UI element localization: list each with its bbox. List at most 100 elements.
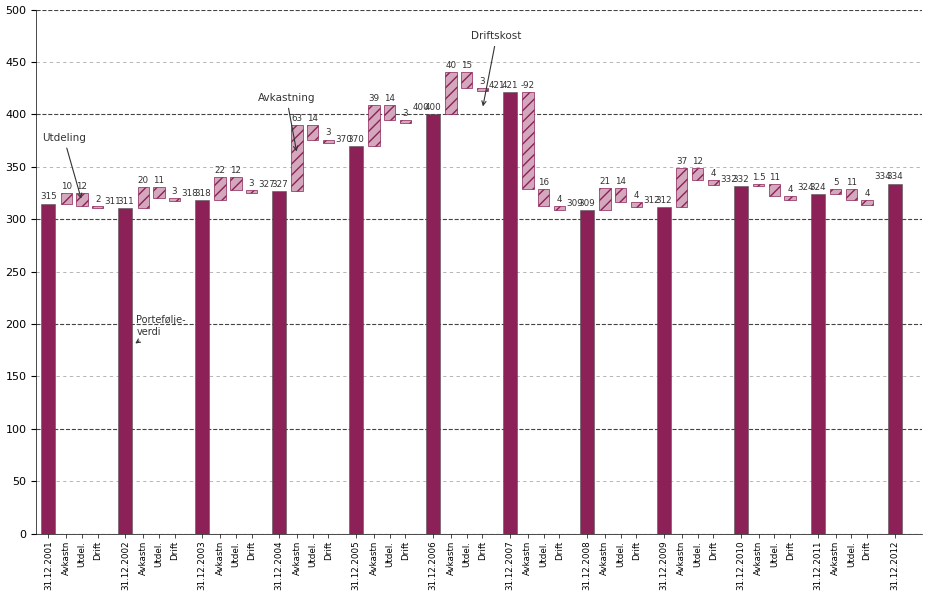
Bar [349, 146, 362, 534]
Bar [502, 92, 516, 534]
Text: 327: 327 [258, 180, 274, 189]
Text: 14: 14 [384, 94, 395, 103]
Bar [733, 186, 747, 534]
Text: 37: 37 [676, 157, 687, 166]
Text: 334: 334 [873, 172, 890, 182]
Bar [887, 184, 901, 534]
Text: 10: 10 [60, 182, 71, 191]
Bar [169, 198, 180, 201]
Bar [291, 125, 302, 191]
Text: 4: 4 [710, 169, 715, 178]
Text: 318: 318 [181, 190, 197, 198]
Bar [656, 207, 670, 534]
Text: 16: 16 [538, 178, 549, 187]
Text: 370: 370 [335, 135, 351, 144]
Text: 4: 4 [786, 185, 792, 194]
Text: 15: 15 [461, 61, 472, 70]
Bar [137, 187, 148, 207]
Bar [844, 189, 857, 200]
Text: 2: 2 [95, 194, 100, 203]
Text: 315: 315 [40, 193, 57, 201]
Bar [400, 120, 411, 123]
Bar [615, 188, 626, 203]
Text: 4: 4 [863, 190, 869, 198]
Text: 63: 63 [291, 114, 302, 123]
Text: 324: 324 [808, 183, 825, 192]
Text: 21: 21 [599, 176, 610, 186]
Text: Avkastning: Avkastning [258, 93, 315, 150]
Bar [214, 177, 225, 200]
Bar [92, 206, 103, 207]
Text: Utdeling: Utdeling [42, 132, 85, 197]
Bar [783, 195, 795, 200]
Text: 3: 3 [248, 179, 254, 188]
Text: 421: 421 [502, 81, 518, 90]
Text: 312: 312 [642, 195, 659, 204]
Text: 4: 4 [556, 194, 562, 203]
Bar [272, 191, 286, 534]
Bar [579, 210, 593, 534]
Bar [599, 188, 610, 210]
Text: 4: 4 [633, 191, 639, 200]
Text: 11: 11 [153, 176, 164, 185]
Text: -92: -92 [520, 81, 534, 90]
Text: 40: 40 [445, 61, 456, 70]
Bar [676, 168, 687, 207]
Text: 11: 11 [768, 173, 779, 182]
Bar [630, 203, 641, 207]
Bar [753, 184, 764, 186]
Text: 3: 3 [479, 77, 485, 86]
Bar [60, 193, 72, 203]
Text: 332: 332 [731, 175, 748, 184]
Bar [323, 139, 334, 142]
Text: 12: 12 [230, 166, 241, 175]
Bar [445, 73, 456, 114]
Bar [118, 207, 133, 534]
Text: 39: 39 [368, 94, 379, 103]
Bar [230, 177, 241, 190]
Bar [553, 206, 565, 210]
Text: 3: 3 [402, 108, 408, 117]
Bar [195, 200, 210, 534]
Text: 1.5: 1.5 [751, 173, 765, 182]
Text: 332: 332 [719, 175, 736, 184]
Bar [246, 190, 257, 193]
Text: 400: 400 [425, 103, 441, 112]
Bar [860, 200, 871, 204]
Text: 12: 12 [692, 157, 703, 166]
Text: Driftskost: Driftskost [471, 31, 521, 105]
Bar [368, 105, 379, 146]
Text: 14: 14 [615, 176, 626, 186]
Text: 3: 3 [171, 187, 177, 196]
Text: 11: 11 [845, 178, 856, 187]
Bar [768, 184, 780, 195]
Text: 370: 370 [348, 135, 364, 144]
Bar [692, 168, 703, 181]
Text: 311: 311 [105, 197, 121, 206]
Bar [42, 203, 56, 534]
Bar [425, 114, 439, 534]
Text: Portefølje-
verdi: Portefølje- verdi [136, 315, 185, 343]
Text: 312: 312 [654, 195, 671, 204]
Bar [810, 194, 824, 534]
Text: 309: 309 [565, 198, 582, 207]
Text: 14: 14 [307, 114, 318, 123]
Bar [476, 88, 488, 91]
Text: 318: 318 [194, 190, 210, 198]
Text: 334: 334 [885, 172, 902, 182]
Text: 327: 327 [271, 180, 287, 189]
Bar [829, 189, 841, 194]
Text: 3: 3 [325, 129, 331, 138]
Bar [153, 187, 164, 198]
Bar [522, 92, 533, 189]
Text: 421: 421 [489, 81, 505, 90]
Text: 5: 5 [832, 178, 838, 187]
Bar [706, 181, 718, 185]
Text: 324: 324 [796, 183, 813, 192]
Bar [538, 189, 549, 206]
Bar [461, 73, 472, 88]
Bar [76, 193, 87, 206]
Text: 20: 20 [137, 176, 148, 185]
Text: 311: 311 [117, 197, 133, 206]
Text: 12: 12 [76, 182, 87, 191]
